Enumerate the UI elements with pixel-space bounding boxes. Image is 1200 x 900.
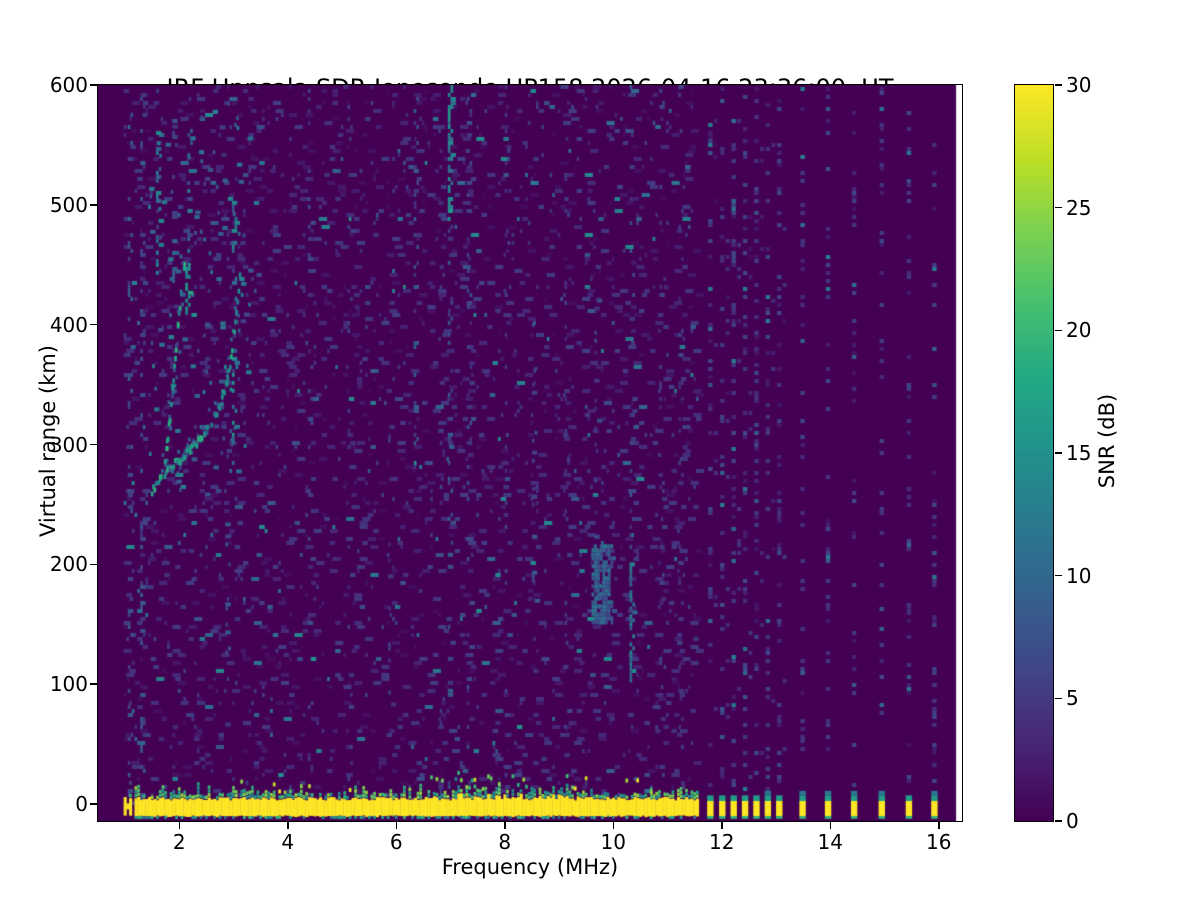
- x-tick-label: 2: [172, 830, 186, 854]
- y-tick-mark: [89, 683, 97, 685]
- colorbar-tick-mark: [1055, 574, 1062, 577]
- x-tick-label: 8: [498, 830, 512, 854]
- colorbar-tick-mark: [1055, 820, 1062, 822]
- y-tick-mark: [89, 443, 97, 446]
- colorbar-tick-mark: [1055, 84, 1062, 86]
- x-tick-mark: [612, 821, 614, 829]
- x-tick-mark: [938, 821, 940, 829]
- x-tick-mark: [721, 821, 723, 829]
- ionogram-heatmap-canvas: [97, 84, 962, 821]
- x-tick-label: 10: [600, 830, 626, 854]
- colorbar-tick-mark: [1055, 329, 1062, 332]
- x-tick-label: 4: [281, 830, 295, 854]
- x-tick-mark: [829, 821, 831, 829]
- colorbar-tick-mark: [1055, 206, 1062, 209]
- x-axis-label: Frequency (MHz): [441, 855, 619, 879]
- y-tick-label: 500: [49, 192, 88, 217]
- colorbar-tick-label: 0: [1066, 809, 1079, 833]
- x-tick-mark: [395, 821, 397, 829]
- colorbar-tick-mark: [1055, 697, 1062, 700]
- colorbar-tick-mark: [1055, 452, 1062, 454]
- y-tick-label: 300: [49, 432, 88, 457]
- colorbar: [1013, 83, 1054, 822]
- y-tick-mark: [89, 84, 97, 86]
- x-tick-label: 12: [709, 830, 735, 854]
- y-tick-label: 0: [75, 792, 88, 816]
- x-tick-mark: [287, 821, 289, 829]
- y-tick-mark: [89, 803, 97, 805]
- colorbar-tick-label: 30: [1066, 73, 1092, 97]
- y-tick-mark: [89, 323, 97, 326]
- colorbar-tick-label: 10: [1066, 563, 1092, 588]
- y-tick-label: 400: [49, 312, 88, 337]
- colorbar-tick-label: 25: [1066, 195, 1092, 220]
- x-tick-mark: [504, 821, 506, 829]
- y-tick-label: 200: [49, 552, 88, 577]
- colorbar-tick-label: 5: [1066, 686, 1079, 711]
- colorbar-tick-label: 15: [1066, 441, 1092, 465]
- x-tick-label: 16: [926, 830, 952, 854]
- x-tick-label: 14: [817, 830, 843, 854]
- y-tick-mark: [89, 563, 97, 566]
- y-tick-label: 600: [49, 73, 88, 97]
- x-tick-mark: [178, 821, 180, 829]
- colorbar-gradient-canvas: [1014, 84, 1053, 821]
- x-tick-label: 6: [389, 830, 403, 854]
- plot-area: [96, 83, 963, 822]
- colorbar-tick-label: 20: [1066, 318, 1092, 343]
- y-tick-label: 100: [49, 672, 88, 697]
- y-tick-mark: [89, 204, 97, 206]
